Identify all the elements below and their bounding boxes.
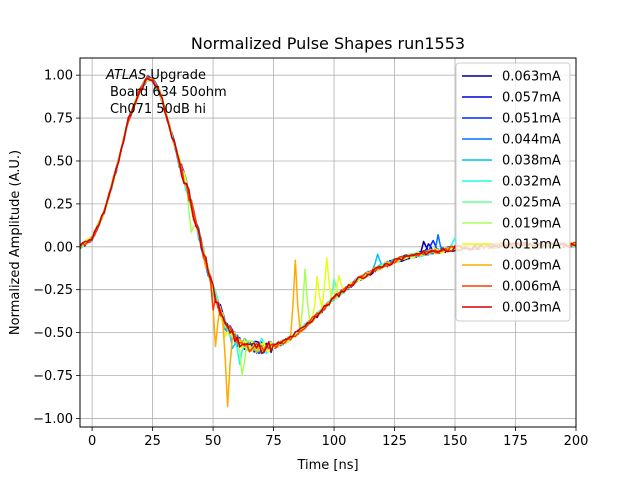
- y-tick-label: −0.50: [33, 326, 73, 341]
- x-tick-label: 75: [265, 434, 282, 449]
- y-tick-label: 0.50: [44, 154, 73, 169]
- legend-label: 0.019mA: [502, 217, 561, 232]
- legend-label: 0.032mA: [502, 175, 561, 190]
- y-tick-label: −0.25: [33, 283, 73, 298]
- plot-frame: [79, 57, 577, 428]
- x-tick-label: 50: [205, 434, 222, 449]
- x-axis-label: Time [ns]: [296, 458, 358, 473]
- channel-label: Ch071 50dB hi: [110, 102, 206, 117]
- y-tick-label: 0.75: [44, 112, 73, 127]
- x-tick-label: 125: [382, 434, 407, 449]
- x-tick-label: 0: [88, 434, 96, 449]
- legend-label: 0.009mA: [502, 259, 561, 274]
- upgrade-label: Upgrade: [146, 68, 206, 83]
- y-tick-label: −0.75: [33, 369, 73, 384]
- x-tick-label: 150: [443, 434, 468, 449]
- legend-label: 0.025mA: [502, 196, 561, 211]
- x-tick-label: 25: [144, 434, 161, 449]
- atlas-label: ATLAS: [105, 68, 146, 83]
- y-tick-label: −1.00: [33, 412, 73, 427]
- legend-label: 0.057mA: [502, 91, 561, 106]
- legend-box: [455, 62, 571, 322]
- legend: 0.063mA 0.057mA 0.051mA 0.044mA 0.038mA 0.032…: [455, 62, 571, 322]
- legend-label: 0.006mA: [502, 280, 561, 295]
- legend-label: 0.063mA: [502, 70, 561, 85]
- chart-title: Normalized Pulse Shapes run1553: [191, 34, 465, 53]
- x-tick-label: 100: [322, 434, 347, 449]
- x-tick-label: 175: [503, 434, 528, 449]
- legend-label: 0.051mA: [502, 112, 561, 127]
- annotation-text: ATLAS Upgrade Board 634 50ohm Ch071 50dB…: [105, 68, 227, 117]
- legend-label: 0.013mA: [502, 238, 561, 253]
- legend-label: 0.044mA: [502, 133, 561, 148]
- y-tick-label: 1.00: [44, 69, 73, 84]
- legend-label: 0.003mA: [502, 301, 561, 316]
- board-label: Board 634 50ohm: [110, 85, 227, 100]
- svg-text:ATLAS Upgrade: ATLAS Upgrade: [105, 68, 206, 83]
- axis-ticks: 0 25 50 75 100 125 150 175 200 −1.00 −0.75 −0.50 −0.…: [33, 69, 588, 449]
- legend-label: 0.038mA: [502, 154, 561, 169]
- y-tick-label: 0.00: [44, 240, 73, 255]
- y-tick-label: 0.25: [44, 197, 73, 212]
- y-axis-label: Normalized Amplitude (A.U.): [8, 150, 23, 335]
- x-tick-label: 200: [564, 434, 589, 449]
